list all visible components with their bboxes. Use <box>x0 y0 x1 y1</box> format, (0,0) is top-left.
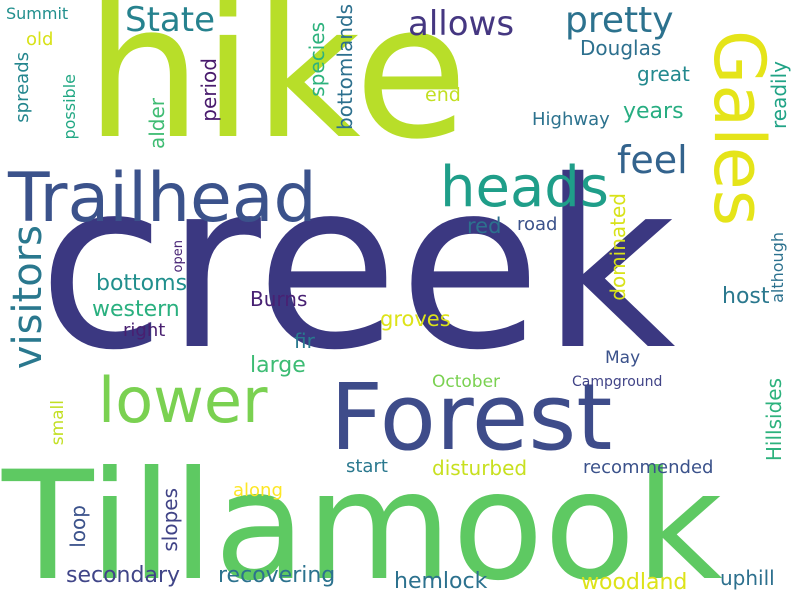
word-bottoms: bottoms <box>96 271 188 296</box>
word-creek: creek <box>38 131 676 401</box>
word-hillsides: Hillsides <box>762 378 786 462</box>
word-uphill: uphill <box>720 566 775 590</box>
word-tillamook: Tillamook <box>2 440 723 600</box>
word-species: species <box>305 22 329 97</box>
word-years: years <box>623 99 684 124</box>
word-disturbed: disturbed <box>432 456 528 480</box>
word-old: old <box>26 29 54 50</box>
word-hike: hike <box>85 0 469 180</box>
word-recovering: recovering <box>218 563 336 588</box>
word-hemlock: hemlock <box>394 569 488 594</box>
word-slopes: slopes <box>158 488 182 552</box>
word-fir: fir <box>294 329 315 353</box>
word-highway: Highway <box>532 109 610 130</box>
word-period: period <box>197 58 221 122</box>
word-groves: groves <box>380 307 451 331</box>
word-red: red <box>467 214 502 238</box>
word-lower: lower <box>98 364 268 437</box>
word-great: great <box>637 62 690 86</box>
word-although: although <box>768 232 787 303</box>
word-pretty: pretty <box>565 0 674 41</box>
word-small: small <box>48 400 68 446</box>
word-start: start <box>346 456 388 477</box>
word-allows: allows <box>408 4 515 44</box>
word-feel: feel <box>617 138 688 182</box>
word-forest: Forest <box>330 364 613 471</box>
word-october: October <box>432 372 501 392</box>
word-along: along <box>233 480 283 501</box>
word-spreads: spreads <box>12 52 33 123</box>
word-bottomlands: bottomlands <box>333 4 357 130</box>
word-road: road <box>517 214 558 235</box>
word-heads: heads <box>440 155 609 220</box>
word-state: State <box>125 0 215 40</box>
word-gales: Gales <box>698 30 780 227</box>
word-end: end <box>425 84 461 106</box>
word-host: host <box>722 284 770 309</box>
word-alder: alder <box>145 98 169 150</box>
word-western: western <box>92 297 180 322</box>
word-loop: loop <box>66 505 90 548</box>
word-visitors: visitors <box>5 225 51 370</box>
word-recommended: recommended <box>583 457 714 478</box>
word-right: right <box>123 320 166 341</box>
word-campground: Campground <box>572 374 663 390</box>
word-burns: Burns <box>250 287 308 311</box>
word-douglas: Douglas <box>580 36 662 60</box>
word-large: large <box>250 353 306 378</box>
word-summit: Summit <box>6 4 69 23</box>
word-open: open <box>171 240 186 273</box>
word-trailhead: Trailhead <box>8 159 317 238</box>
word-dominated: dominated <box>606 193 630 301</box>
word-woodland: woodland <box>581 570 688 595</box>
word-readily: readily <box>767 61 791 129</box>
word-possible: possible <box>60 74 79 140</box>
word-secondary: secondary <box>66 563 181 588</box>
word-may: May <box>605 348 641 368</box>
